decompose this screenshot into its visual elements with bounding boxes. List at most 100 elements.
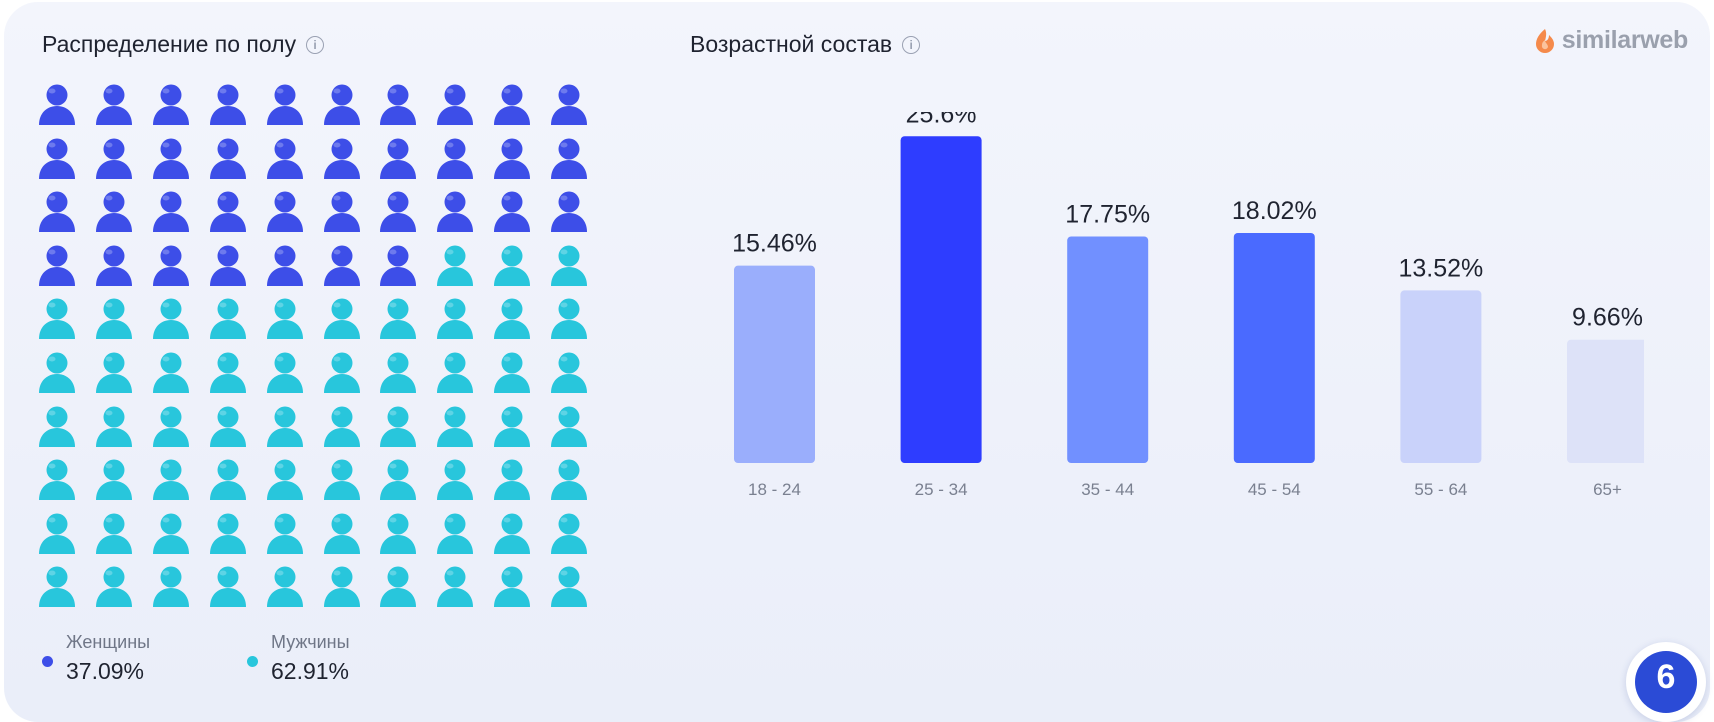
person-icon-male (37, 511, 77, 555)
person-icon-male (322, 404, 362, 448)
age-bar[interactable] (1067, 236, 1149, 463)
person-icon-female (265, 136, 305, 180)
person-icon-female (94, 136, 134, 180)
person-icon-male (492, 404, 532, 448)
person-icon-male (265, 511, 305, 555)
person-icon-female (378, 136, 418, 180)
age-category-label: 55 - 64 (1414, 480, 1467, 499)
person-icon-male (492, 564, 532, 608)
person-icon-male (378, 511, 418, 555)
person-icon-female (151, 136, 191, 180)
person-icon-male (94, 457, 134, 501)
person-icon-female (492, 189, 532, 233)
age-category-label: 25 - 34 (915, 480, 968, 499)
age-bar-value-label: 17.75% (1065, 200, 1150, 228)
person-icon-male (378, 296, 418, 340)
person-icon-male (151, 296, 191, 340)
person-icon-male (549, 404, 589, 448)
age-bar-value-label: 25.6% (906, 112, 977, 128)
person-icon-male (208, 564, 248, 608)
age-bar[interactable] (1567, 339, 1644, 463)
info-icon[interactable]: i (902, 35, 921, 54)
person-icon-male (151, 564, 191, 608)
person-icon-male (378, 404, 418, 448)
person-icon-male (435, 243, 475, 287)
person-icon-male (208, 511, 248, 555)
age-bar[interactable] (1400, 290, 1482, 463)
person-icon-female (549, 82, 589, 126)
similarweb-flame-icon (1535, 28, 1554, 53)
person-icon-male (549, 296, 589, 340)
person-icon-female (549, 136, 589, 180)
person-icon-male (208, 296, 248, 340)
age-bar-value-label: 18.02% (1232, 197, 1317, 225)
person-icon-male (378, 564, 418, 608)
person-icon-male (208, 350, 248, 394)
person-icon-male (322, 511, 362, 555)
legend-men-label: Мужчины (271, 632, 350, 652)
age-category-label: 45 - 54 (1248, 480, 1301, 499)
age-bar-value-label: 13.52% (1399, 254, 1484, 282)
person-icon-male (322, 457, 362, 501)
person-icon-male (378, 350, 418, 394)
person-icon-male (322, 296, 362, 340)
legend-men-dot (247, 656, 258, 667)
person-icon-male (549, 243, 589, 287)
person-icon-male (378, 457, 418, 501)
person-icon-female (151, 82, 191, 126)
person-icon-female (378, 243, 418, 287)
age-composition-title: Возрастной состав i (690, 31, 921, 58)
age-title-text: Возрастной состав (690, 31, 893, 57)
chat-button[interactable]: 6 (1626, 642, 1706, 722)
person-icon-female (37, 243, 77, 287)
person-icon-female (94, 243, 134, 287)
info-icon[interactable]: i (306, 35, 325, 54)
person-icon-male (492, 350, 532, 394)
person-icon-female (37, 82, 77, 126)
person-icon-male (435, 404, 475, 448)
person-icon-female (208, 136, 248, 180)
person-icon-male (94, 296, 134, 340)
age-bar-value-label: 15.46% (732, 230, 817, 258)
age-category-label: 65+ (1593, 480, 1622, 499)
person-icon-male (208, 404, 248, 448)
person-icon-male (37, 296, 77, 340)
person-icon-male (492, 296, 532, 340)
person-icon-male (492, 511, 532, 555)
logo-text: similarweb (1561, 26, 1689, 54)
age-bar[interactable] (1233, 232, 1315, 463)
person-icon-male (435, 350, 475, 394)
gender-people-grid (37, 82, 597, 612)
person-icon-male (37, 404, 77, 448)
person-icon-female (265, 189, 305, 233)
legend-men-value: 62.91% (271, 658, 350, 684)
age-category-label: 18 - 24 (748, 480, 801, 499)
person-icon-female (322, 136, 362, 180)
person-icon-male (549, 350, 589, 394)
legend-women-label: Женщины (66, 632, 151, 652)
person-icon-male (265, 296, 305, 340)
person-icon-female (37, 136, 77, 180)
person-icon-male (151, 511, 191, 555)
person-icon-male (549, 511, 589, 555)
person-icon-male (265, 457, 305, 501)
person-icon-female (151, 189, 191, 233)
person-icon-female (94, 189, 134, 233)
chat-icon: 6 (1635, 651, 1697, 713)
age-bar[interactable] (900, 136, 982, 463)
person-icon-male (322, 350, 362, 394)
person-icon-female (435, 189, 475, 233)
person-icon-male (94, 350, 134, 394)
person-icon-female (322, 189, 362, 233)
person-icon-male (94, 511, 134, 555)
person-icon-male (37, 350, 77, 394)
person-icon-male (37, 564, 77, 608)
person-icon-female (208, 243, 248, 287)
person-icon-male (265, 350, 305, 394)
legend-women-value: 37.09% (66, 658, 145, 684)
person-icon-female (435, 82, 475, 126)
person-icon-female (265, 243, 305, 287)
person-icon-female (37, 189, 77, 233)
age-bar[interactable] (734, 265, 815, 463)
person-icon-female (94, 82, 134, 126)
